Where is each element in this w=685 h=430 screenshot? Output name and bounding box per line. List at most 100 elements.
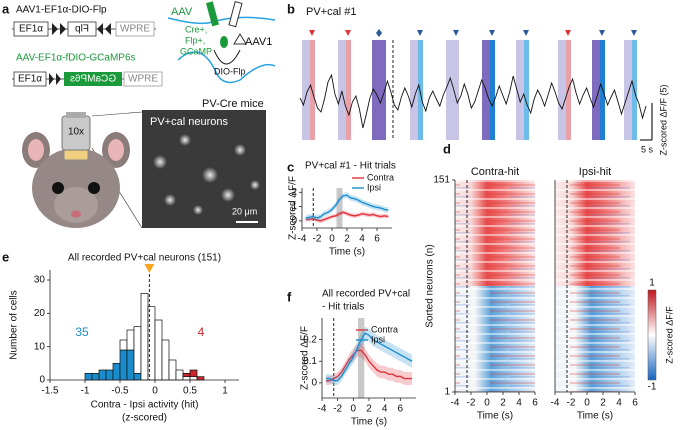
x-tick-label: 0: [329, 234, 335, 245]
injection-label: AAV: [171, 6, 193, 18]
colorbar-label: Z-scored ΔF/F: [664, 306, 674, 364]
chart-title: - Hit trials: [322, 302, 364, 313]
histogram-bar: [112, 362, 121, 381]
histogram-bar: [189, 369, 198, 378]
annotation: 4: [198, 325, 205, 339]
trace-title: PV+cal #1: [306, 6, 356, 18]
y-tick-label: 0.2: [303, 334, 317, 345]
colorbar-tick-label: 1: [649, 278, 655, 289]
injection-schematic: [167, 1, 276, 84]
legend-label: Contra: [367, 172, 394, 182]
histogram-bar: [182, 372, 191, 378]
series-line: [325, 332, 413, 382]
x-tick-label: 0: [152, 386, 158, 397]
x-tick-label: 6: [398, 404, 404, 415]
histogram-bar: [91, 372, 100, 381]
two-photon-image: [142, 110, 266, 228]
x-tick-label: -2: [567, 398, 576, 409]
histogram-bar: [189, 376, 198, 381]
y-axis-label: Sorted neurons (n): [425, 244, 436, 327]
histogram-bar: [154, 319, 163, 381]
x-axis-label: (z-scored): [122, 413, 167, 424]
x-tick-label: -4: [551, 398, 560, 409]
x-axis-label: Contra - Ipsi activity (hit): [91, 400, 199, 411]
panel-label: b: [287, 1, 295, 16]
panel-label: c: [287, 159, 294, 174]
x-tick-label: 4: [516, 398, 522, 409]
objective-label: 10x: [68, 127, 84, 138]
histogram-bar: [161, 339, 170, 381]
construct-box-label: WPRE: [120, 24, 150, 35]
x-tick-label: 2: [600, 398, 606, 409]
colorbar-tick-label: -1: [648, 382, 657, 393]
construct-box-label: WPRE: [128, 74, 158, 85]
x-tick-label: -2: [313, 234, 322, 245]
x-tick-label: 1: [222, 386, 228, 397]
panel-label: f: [287, 289, 292, 304]
histogram-bar: [133, 372, 142, 381]
x-tick-label: 0.5: [183, 386, 197, 397]
series-line: [305, 194, 389, 219]
x-tick-label: 2: [344, 234, 350, 245]
x-axis-label: Time (s): [577, 411, 613, 422]
histogram-bar: [196, 376, 205, 381]
x-tick-label: -2: [333, 404, 342, 415]
panel-label: a: [2, 1, 10, 16]
series-line: [325, 349, 413, 382]
histogram-bar: [182, 376, 191, 381]
construct-box-label: EF1α: [19, 24, 43, 35]
x-tick-label: -4: [318, 404, 327, 415]
construct-box: [115, 21, 155, 37]
x-tick-label: 4: [616, 398, 622, 409]
construct-box: [64, 72, 122, 86]
mouse-label: PV-Cre mice: [202, 98, 264, 110]
x-tick-label: 0: [351, 404, 357, 415]
x-tick-label: 4: [359, 234, 365, 245]
trace: [299, 73, 647, 129]
histogram-bar: [133, 326, 142, 374]
construct-title: AAV-EF1α-fDIO-GCaMP6s: [16, 53, 136, 64]
x-tick-label: -0.5: [111, 386, 129, 397]
histogram-bar: [175, 369, 184, 381]
lox-sites: [52, 23, 111, 35]
x-tick-label: 6: [374, 234, 380, 245]
x-tick-label: 4: [382, 404, 388, 415]
x-tick-label: 6: [532, 398, 538, 409]
mean-marker: [144, 264, 155, 273]
legend-label: Ipsi: [371, 334, 385, 344]
histogram-bar: [168, 359, 177, 381]
x-axis-label: Time (s): [477, 411, 513, 422]
chart-title: All recorded PV+cal: [322, 289, 410, 300]
x-tick-label: 6: [632, 398, 638, 409]
x-tick-label: -2: [467, 398, 476, 409]
histogram-bar: [126, 349, 135, 381]
shaded-region: [336, 188, 343, 228]
error-band: [325, 326, 413, 386]
y-tick-label: 151: [433, 175, 450, 186]
heatmaps: [455, 180, 657, 392]
histogram-bar: [119, 349, 128, 381]
x-tick-label: -1: [81, 386, 90, 397]
scale-y-label: Z-scored ΔF/F (5): [658, 84, 668, 155]
y-tick-label: 1: [444, 387, 450, 398]
injection-label: GCaMP: [180, 46, 212, 56]
legend-label: Contra: [371, 324, 398, 334]
mouse-illustration: [22, 111, 143, 229]
shaded-region: [358, 318, 365, 398]
legend-label: Ipsi: [367, 182, 381, 192]
y-tick-label: 0.1: [303, 356, 317, 367]
injection-label: DIO-Flp: [214, 66, 246, 76]
chart-title: PV+cal #1 - Hit trials: [305, 161, 396, 172]
y-tick-label: 0: [311, 378, 317, 389]
y-tick-label: 30: [34, 275, 46, 286]
y-tick-label: 2: [291, 187, 297, 198]
panel-label: d: [443, 141, 451, 156]
construct-box-label: GCaMP6s: [70, 74, 116, 85]
y-tick-label: 0: [39, 375, 45, 386]
x-axis-label: Time (s): [329, 247, 365, 258]
chart-title: All recorded PV+cal neurons (151): [68, 253, 221, 264]
histogram-bar: [84, 372, 93, 381]
y-axis-label: Z-scored ΔF/F: [300, 326, 311, 390]
x-tick-label: -4: [451, 398, 460, 409]
scale-x-label: 5 s: [641, 144, 654, 154]
